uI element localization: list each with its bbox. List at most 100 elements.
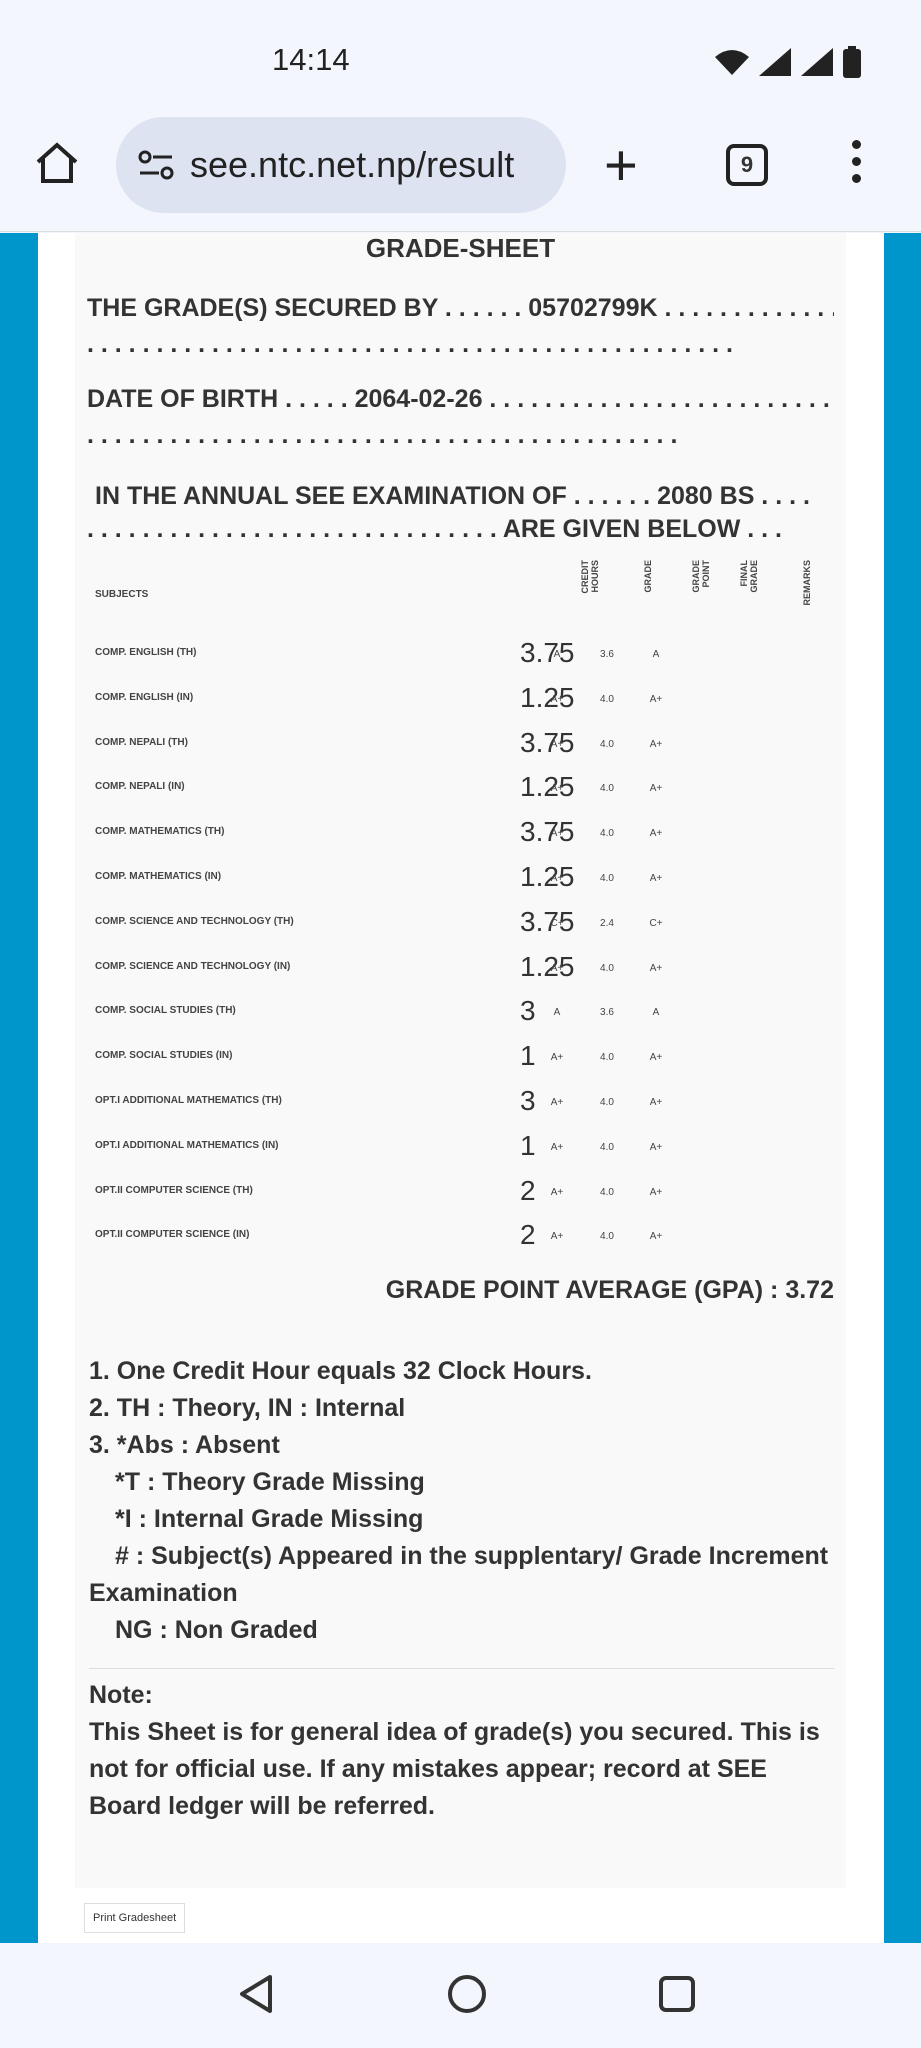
note-line: 3. *Abs : Absent bbox=[89, 1431, 280, 1459]
subject-name: OPT.I ADDITIONAL MATHEMATICS (IN) bbox=[95, 1139, 279, 1151]
subject-name: COMP. ENGLISH (IN) bbox=[95, 691, 194, 703]
table-row: OPT.I ADDITIONAL MATHEMATICS (IN) 1 A+ 4.0 A… bbox=[95, 1126, 835, 1170]
grade: A+ bbox=[550, 1097, 564, 1108]
dotted-line: . . . . . . . . . . . . . . . . . . . . … bbox=[87, 330, 733, 358]
note-line: # : Subject(s) Appeared in the supplenta… bbox=[115, 1542, 829, 1570]
grade: A+ bbox=[550, 783, 564, 795]
grade-point: 4.0 bbox=[600, 1097, 614, 1108]
final-grade: A+ bbox=[649, 1052, 663, 1064]
status-icons bbox=[715, 46, 861, 78]
clock: 14:14 bbox=[272, 42, 350, 77]
grade: A+ bbox=[550, 1186, 564, 1198]
status-bar: 14:14 bbox=[0, 0, 921, 110]
subject-name: OPT.II COMPUTER SCIENCE (TH) bbox=[95, 1184, 253, 1196]
subject-name: COMP. SOCIAL STUDIES (IN) bbox=[95, 1050, 233, 1062]
site-settings-icon[interactable] bbox=[138, 150, 174, 180]
final-grade: A+ bbox=[649, 693, 663, 705]
grade-point: 4.0 bbox=[600, 1141, 614, 1153]
table-row: COMP. NEPALI (TH) 3.75 A+ 4.0 A+ bbox=[95, 723, 835, 767]
table-row: COMP. SOCIAL STUDIES (IN) 1 A+ 4.0 A+ bbox=[95, 1036, 835, 1080]
final-grade: A+ bbox=[649, 1141, 663, 1153]
credit-hours: 3.75 bbox=[520, 637, 575, 668]
navigation-bar bbox=[0, 1943, 921, 2048]
grade: A+ bbox=[550, 962, 564, 974]
new-tab-button[interactable]: + bbox=[604, 133, 638, 198]
subject-name: COMP. SCIENCE AND TECHNOLOGY (TH) bbox=[95, 915, 294, 927]
subject-name: OPT.I ADDITIONAL MATHEMATICS (TH) bbox=[95, 1095, 282, 1106]
legend-notes: 1. One Credit Hour equals 32 Clock Hours… bbox=[89, 1353, 839, 1649]
home-icon[interactable] bbox=[34, 140, 80, 186]
table-row: COMP. SCIENCE AND TECHNOLOGY (TH) 3.75 C+ 2… bbox=[95, 902, 835, 946]
grade: A+ bbox=[550, 1141, 564, 1153]
final-grade: A+ bbox=[649, 962, 663, 974]
final-grade: A+ bbox=[649, 1231, 663, 1243]
tab-switcher-button[interactable]: 9 bbox=[726, 144, 768, 186]
address-bar[interactable]: see.ntc.net.np/result bbox=[116, 117, 566, 213]
final-grade: A+ bbox=[649, 1097, 663, 1108]
header-credit-hours: CREDIT HOURS bbox=[580, 560, 600, 594]
credit-hours: 1.25 bbox=[520, 950, 575, 982]
credit-hours: 1.25 bbox=[520, 861, 575, 892]
header-remarks: REMARKS bbox=[802, 560, 812, 606]
header-final-grade: FINAL GRADE bbox=[739, 560, 759, 593]
subject-name: OPT.II COMPUTER SCIENCE (IN) bbox=[95, 1229, 250, 1241]
credit-hours: 3 bbox=[520, 995, 536, 1027]
note-line: *I : Internal Grade Missing bbox=[115, 1505, 424, 1533]
url-text[interactable]: see.ntc.net.np/result bbox=[190, 144, 515, 185]
grade: A bbox=[553, 1007, 561, 1019]
subject-name: COMP. ENGLISH (TH) bbox=[95, 647, 197, 658]
note-line: 2. TH : Theory, IN : Internal bbox=[89, 1394, 406, 1422]
grade-point: 4.0 bbox=[600, 962, 614, 974]
grade-point: 4.0 bbox=[600, 873, 614, 884]
subject-name: COMP. MATHEMATICS (TH) bbox=[95, 826, 225, 838]
table-row: COMP. ENGLISH (TH) 3.75 A 3.6 A bbox=[95, 633, 835, 677]
exam-line-2: . . . . . . . . . . . . . . . . . . . . … bbox=[87, 515, 783, 543]
credit-hours: 3.75 bbox=[520, 816, 575, 848]
page-content: GRADE-SHEET THE GRADE(S) SECURED BY . . … bbox=[0, 233, 921, 1943]
final-grade: A+ bbox=[649, 873, 663, 884]
wifi-icon bbox=[715, 50, 749, 75]
note-line: NG : Non Graded bbox=[115, 1616, 318, 1644]
credit-hours: 3.75 bbox=[520, 726, 575, 758]
grade-sheet-title: GRADE-SHEET bbox=[365, 233, 556, 263]
signal-icon bbox=[759, 48, 791, 76]
note-line: 1. One Credit Hour equals 32 Clock Hours… bbox=[89, 1357, 592, 1385]
print-gradesheet-button[interactable]: Print Gradesheet bbox=[84, 1903, 186, 1933]
exam-line: IN THE ANNUAL SEE EXAMINATION OF . . . .… bbox=[95, 482, 810, 510]
subject-name: COMP. MATHEMATICS (IN) bbox=[95, 871, 222, 882]
content-panel: GRADE-SHEET THE GRADE(S) SECURED BY . . … bbox=[38, 233, 884, 1943]
browser-toolbar: see.ntc.net.np/result + 9 bbox=[0, 110, 921, 232]
final-grade: A+ bbox=[649, 783, 663, 795]
grade: A+ bbox=[550, 828, 564, 840]
final-grade: A+ bbox=[649, 1186, 663, 1198]
grade-point: 4.0 bbox=[600, 738, 614, 750]
back-icon[interactable] bbox=[238, 1973, 274, 2015]
credit-hours: 1 bbox=[520, 1129, 536, 1161]
note-line: *T : Theory Grade Missing bbox=[115, 1468, 425, 1496]
grade: A+ bbox=[550, 693, 564, 705]
note-line: Examination bbox=[89, 1579, 238, 1607]
header-subjects: SUBJECTS bbox=[95, 589, 149, 600]
credit-hours: 1.25 bbox=[520, 771, 575, 803]
table-row: COMP. NEPALI (IN) 1.25 A+ 4.0 A+ bbox=[95, 767, 835, 811]
table-row: OPT.II COMPUTER SCIENCE (IN) 2 A+ 4.0 A+ bbox=[95, 1215, 835, 1259]
grade-point: 3.6 bbox=[600, 649, 614, 660]
table-row: OPT.I ADDITIONAL MATHEMATICS (TH) 3 A+ 4.0 A… bbox=[95, 1081, 835, 1125]
divider bbox=[89, 1668, 834, 1669]
table-row: OPT.II COMPUTER SCIENCE (TH) 2 A+ 4.0 A+ bbox=[95, 1171, 835, 1215]
credit-hours: 1.25 bbox=[520, 681, 575, 713]
home-nav-icon[interactable] bbox=[446, 1973, 488, 2015]
recents-icon[interactable] bbox=[658, 1975, 696, 2013]
final-grade: A bbox=[652, 1007, 660, 1019]
grade-sheet: GRADE-SHEET THE GRADE(S) SECURED BY . . … bbox=[75, 233, 846, 1888]
grade-point: 4.0 bbox=[600, 783, 614, 795]
table-row: COMP. SOCIAL STUDIES (TH) 3 A 3.6 A bbox=[95, 991, 835, 1035]
grade-point: 3.6 bbox=[600, 1007, 614, 1019]
credit-hours: 2 bbox=[520, 1219, 536, 1251]
more-menu-icon[interactable] bbox=[852, 140, 861, 183]
battery-icon bbox=[843, 46, 861, 78]
gpa: GRADE POINT AVERAGE (GPA) : 3.72 bbox=[385, 1276, 834, 1304]
note-text: This Sheet is for general idea of grade(… bbox=[89, 1718, 820, 1820]
grade: C+ bbox=[550, 917, 564, 929]
grade: A+ bbox=[550, 738, 564, 750]
